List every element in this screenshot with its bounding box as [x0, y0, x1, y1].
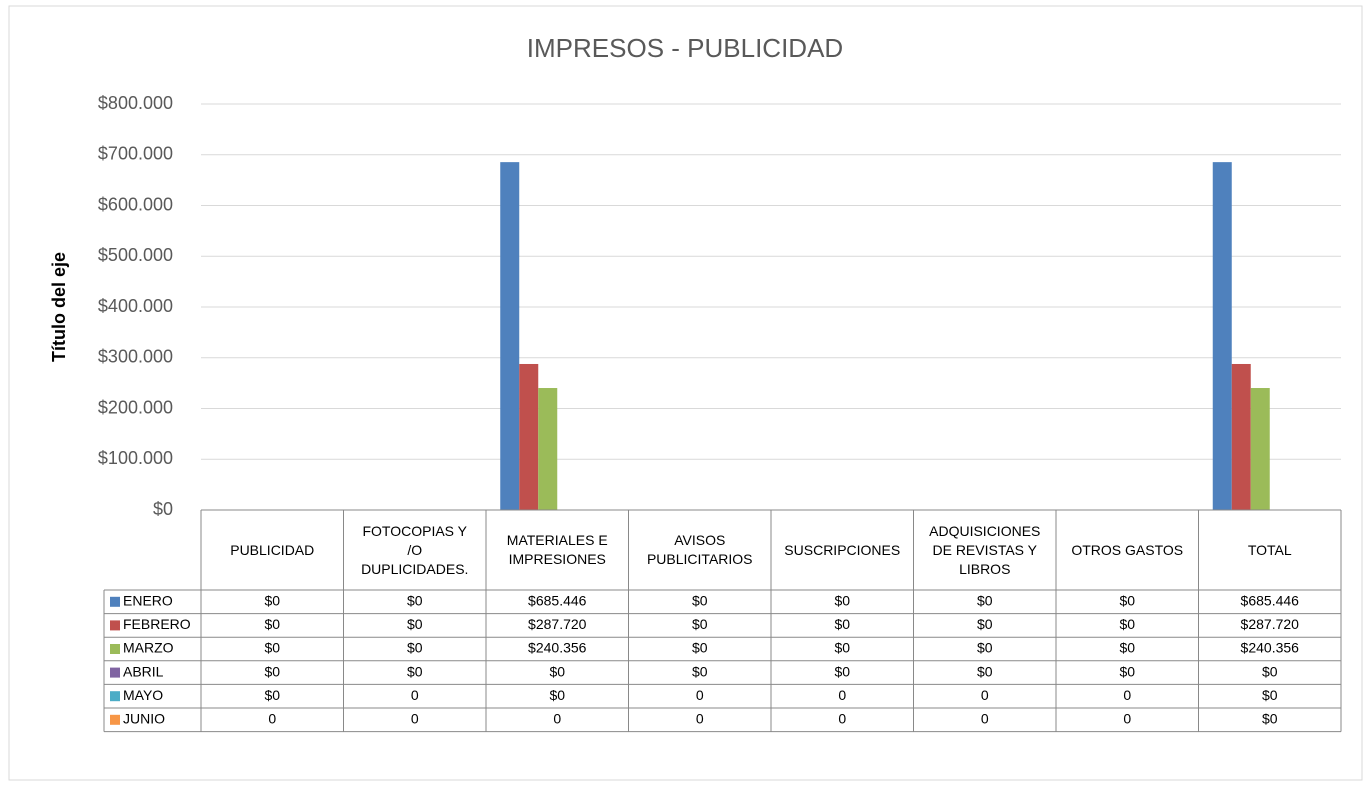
table-value: $0 — [977, 663, 993, 679]
bar — [500, 162, 520, 510]
category-label: PUBLICIDAD — [230, 541, 315, 558]
table-value: $0 — [1262, 663, 1278, 679]
legend-swatch — [110, 596, 120, 607]
y-tick-label: $300.000 — [98, 347, 173, 367]
bar — [1212, 162, 1232, 510]
category-label: AVISOS PUBLICITARIOS — [646, 532, 753, 567]
table-value: $0 — [407, 593, 423, 609]
table-value: $0 — [977, 616, 993, 632]
bar — [1250, 388, 1270, 510]
table-value: $0 — [834, 640, 850, 656]
table-value: $0 — [1262, 687, 1278, 703]
table-value: $0 — [549, 687, 565, 703]
legend-label: FEBRERO — [123, 616, 191, 632]
category-label: TOTAL — [1247, 541, 1292, 558]
y-tick-label: $100.000 — [98, 448, 173, 468]
table-value: $0 — [264, 687, 280, 703]
legend-label: ENERO — [123, 593, 173, 609]
table-value: $240.356 — [528, 640, 587, 656]
y-axis-title: Título del eje — [49, 252, 69, 362]
chart-border — [8, 5, 1363, 781]
table-value: $0 — [834, 663, 850, 679]
legend-label: MARZO — [123, 640, 174, 656]
legend-label: ABRIL — [123, 663, 164, 679]
category-label: OTROS GASTOS — [1071, 541, 1184, 558]
table-value: 0 — [411, 711, 419, 727]
bar — [538, 388, 558, 510]
legend-swatch — [110, 691, 120, 702]
table-value: $685.446 — [528, 593, 587, 609]
table-value: $0 — [264, 593, 280, 609]
table-value: $0 — [264, 616, 280, 632]
bar — [1231, 363, 1251, 510]
table-value: $0 — [692, 663, 708, 679]
legend-swatch — [110, 620, 120, 631]
y-tick-label: $500.000 — [98, 245, 173, 265]
bar — [519, 363, 539, 510]
table-value: 0 — [981, 687, 989, 703]
category-label: FOTOCOPIAS Y /O DUPLICIDADES. — [361, 522, 469, 577]
table-value: $0 — [264, 640, 280, 656]
chart-title: IMPRESOS - PUBLICIDAD — [527, 33, 843, 63]
table-value: 0 — [1123, 711, 1131, 727]
table-value: $0 — [834, 616, 850, 632]
table-value: 0 — [411, 687, 419, 703]
category-label: SUSCRIPCIONES — [784, 541, 901, 558]
y-tick-label: $200.000 — [98, 397, 173, 417]
y-tick-label: $700.000 — [98, 144, 173, 164]
table-value: $0 — [692, 593, 708, 609]
table-value: 0 — [696, 687, 704, 703]
table-value: 0 — [268, 711, 276, 727]
table-value: 0 — [553, 711, 561, 727]
table-value: $685.446 — [1241, 593, 1300, 609]
y-tick-label: $800.000 — [98, 93, 173, 113]
y-tick-label: $400.000 — [98, 296, 173, 316]
legend-label: JUNIO — [123, 711, 165, 727]
table-value: $287.720 — [528, 616, 587, 632]
table-value: $0 — [407, 616, 423, 632]
table-value: $240.356 — [1241, 640, 1300, 656]
y-tick-label: $600.000 — [98, 194, 173, 214]
table-value: $0 — [1119, 616, 1135, 632]
legend-swatch — [110, 714, 120, 725]
table-value: $0 — [977, 640, 993, 656]
category-label: ADQUISICIONES DE REVISTAS Y LIBROS — [929, 522, 1041, 577]
table-value: $0 — [1262, 711, 1278, 727]
table-value: 0 — [981, 711, 989, 727]
table-value: $287.720 — [1241, 616, 1300, 632]
table-value: 0 — [838, 687, 846, 703]
legend-swatch — [110, 667, 120, 678]
legend-label: MAYO — [123, 687, 163, 703]
table-value: $0 — [834, 593, 850, 609]
y-tick-label: $0 — [153, 499, 173, 519]
table-value: $0 — [1119, 593, 1135, 609]
legend-swatch — [110, 644, 120, 654]
table-value: $0 — [407, 663, 423, 679]
category-label: MATERIALES E IMPRESIONES — [506, 532, 608, 567]
table-value: $0 — [549, 663, 565, 679]
table-value: 0 — [1123, 687, 1131, 703]
table-value: $0 — [264, 663, 280, 679]
table-value: $0 — [407, 640, 423, 656]
table-value: 0 — [696, 711, 704, 727]
table-value: $0 — [692, 616, 708, 632]
table-value: 0 — [838, 711, 846, 727]
table-value: $0 — [1119, 640, 1135, 656]
table-value: $0 — [1119, 663, 1135, 679]
table-value: $0 — [692, 640, 708, 656]
table-value: $0 — [977, 593, 993, 609]
